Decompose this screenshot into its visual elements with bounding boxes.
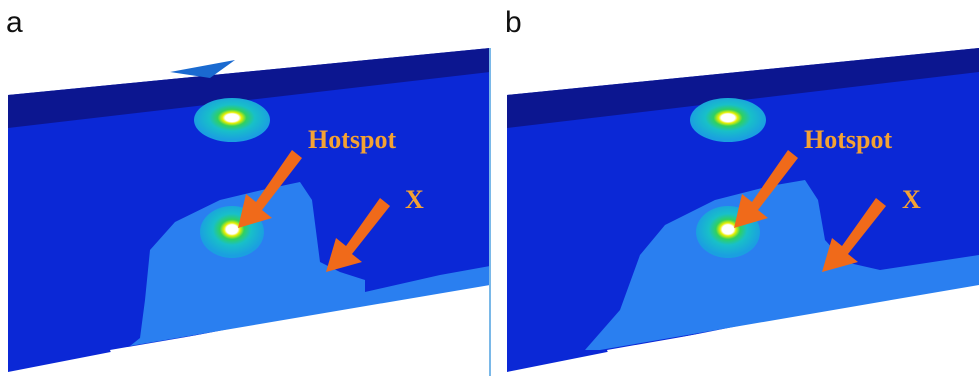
hole-hotspot [194,98,270,142]
panel-label: a [6,6,23,39]
panel-a: a Hotspot X [6,6,490,376]
panel-b: b Hotspot X [505,6,979,376]
annotation: X [405,185,424,214]
annotation: Hotspot [308,125,396,154]
figure: a Hotspot X b Hotspot X [0,0,979,376]
panel-label: b [505,6,522,39]
annotation: X [902,185,921,214]
hole-hotspot [690,98,766,142]
annotation: Hotspot [804,125,892,154]
